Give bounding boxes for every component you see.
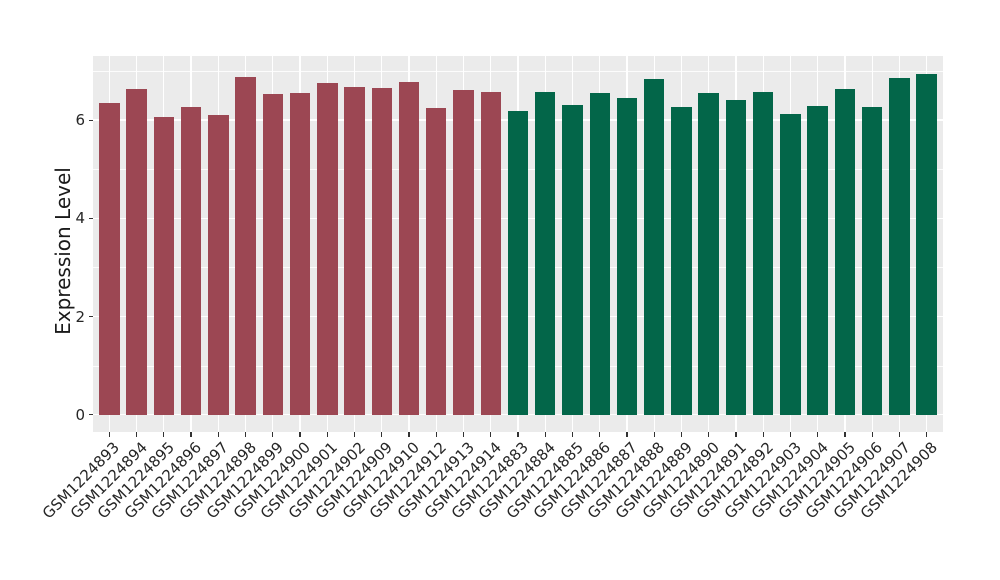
x-tick-label: GSM1224901 — [257, 438, 342, 523]
x-tick-mark — [708, 432, 710, 437]
x-tick-label: GSM1224902 — [284, 438, 369, 523]
x-tick-label: GSM1224913 — [393, 438, 478, 523]
x-tick-mark — [163, 432, 165, 437]
x-tick-mark — [762, 432, 764, 437]
x-tick-label: GSM1224885 — [502, 438, 587, 523]
bar-GSM1224888 — [644, 79, 665, 415]
x-tick-label: GSM1224903 — [720, 438, 805, 523]
x-tick-label: GSM1224906 — [802, 438, 887, 523]
x-tick-label: GSM1224908 — [856, 438, 941, 523]
x-tick-mark — [735, 432, 737, 437]
x-tick-label: GSM1224889 — [611, 438, 696, 523]
x-tick-mark — [653, 432, 655, 437]
bar-GSM1224899 — [262, 94, 283, 415]
x-tick-mark — [381, 432, 383, 437]
x-tick-label: GSM1224898 — [175, 438, 260, 523]
x-tick-mark — [190, 432, 192, 437]
x-tick-label: GSM1224910 — [338, 438, 424, 523]
bar-GSM1224914 — [480, 92, 501, 415]
y-tick-label: 0 — [75, 405, 85, 424]
bar-GSM1224891 — [725, 99, 747, 415]
bar-GSM1224913 — [453, 89, 474, 415]
plot-panel — [93, 56, 943, 432]
bar-GSM1224902 — [344, 86, 365, 415]
x-tick-mark — [353, 432, 356, 437]
x-tick-mark — [462, 432, 465, 437]
x-tick-label: GSM1224895 — [93, 438, 178, 523]
bar-GSM1224889 — [671, 107, 692, 415]
bar-GSM1224890 — [698, 92, 719, 415]
bar-GSM1224898 — [235, 76, 256, 415]
bar-GSM1224893 — [99, 103, 120, 415]
bar-GSM1224883 — [507, 111, 529, 415]
x-tick-mark — [871, 432, 873, 437]
x-tick-label: GSM1224893 — [39, 438, 124, 523]
x-tick-mark — [680, 432, 683, 437]
bar-GSM1224894 — [126, 89, 147, 415]
x-tick-mark — [844, 432, 846, 437]
x-tick-label: GSM1224884 — [475, 438, 560, 523]
bar-GSM1224900 — [289, 93, 311, 415]
x-tick-mark — [299, 432, 301, 437]
bar-GSM1224912 — [426, 107, 447, 415]
x-tick-mark — [789, 432, 792, 437]
x-tick-label: GSM1224886 — [529, 438, 614, 523]
x-tick-label: GSM1224883 — [447, 438, 533, 523]
y-tick-label: 6 — [75, 111, 85, 130]
x-tick-mark — [599, 432, 601, 437]
x-tick-label: GSM1224894 — [66, 438, 151, 523]
bar-GSM1224884 — [535, 92, 556, 415]
x-tick-mark — [571, 432, 574, 437]
bar-GSM1224907 — [889, 78, 910, 415]
x-tick-label: GSM1224887 — [556, 438, 642, 523]
x-tick-mark — [490, 432, 492, 437]
x-tick-label: GSM1224912 — [366, 438, 451, 523]
x-tick-mark — [217, 432, 219, 437]
bar-GSM1224886 — [589, 93, 610, 415]
x-tick-mark — [517, 432, 519, 437]
x-tick-label: GSM1224899 — [202, 438, 287, 523]
x-tick-label: GSM1224907 — [829, 438, 914, 523]
x-tick-mark — [898, 432, 900, 437]
x-tick-mark — [244, 432, 247, 437]
bar-GSM1224908 — [916, 73, 937, 415]
x-tick-label: GSM1224905 — [774, 438, 859, 523]
x-tick-mark — [435, 432, 437, 437]
bar-GSM1224906 — [861, 107, 883, 415]
bar-GSM1224895 — [153, 117, 175, 415]
x-tick-label: GSM1224888 — [584, 438, 669, 523]
x-tick-label: GSM1224900 — [230, 438, 315, 523]
bar-GSM1224885 — [562, 104, 583, 415]
x-tick-label: GSM1224890 — [638, 438, 723, 523]
x-tick-mark — [108, 432, 110, 437]
x-tick-mark — [326, 432, 328, 437]
x-tick-label: GSM1224892 — [693, 438, 778, 523]
bar-GSM1224910 — [398, 81, 420, 415]
x-tick-label: GSM1224914 — [420, 438, 505, 523]
bar-GSM1224903 — [780, 114, 801, 415]
x-tick-mark — [408, 432, 410, 437]
y-axis-title: Expression Level — [51, 167, 75, 335]
bar-GSM1224904 — [807, 105, 828, 415]
bar-GSM1224892 — [752, 91, 774, 415]
x-tick-mark — [544, 432, 546, 437]
x-tick-mark — [135, 432, 138, 437]
x-tick-mark — [926, 432, 928, 437]
bar-GSM1224897 — [208, 115, 229, 415]
bar-GSM1224887 — [616, 97, 638, 415]
bar-GSM1224896 — [180, 106, 202, 415]
gridline-major — [93, 414, 943, 416]
bar-GSM1224909 — [371, 87, 392, 415]
x-tick-mark — [626, 432, 628, 437]
x-tick-label: GSM1224891 — [665, 438, 750, 523]
x-tick-label: GSM1224896 — [121, 438, 206, 523]
x-tick-mark — [272, 432, 274, 437]
x-tick-label: GSM1224909 — [311, 438, 396, 523]
x-tick-label: GSM1224904 — [747, 438, 832, 523]
bar-GSM1224905 — [834, 89, 856, 415]
x-tick-mark — [817, 432, 819, 437]
x-tick-label: GSM1224897 — [148, 438, 233, 523]
bar-GSM1224901 — [317, 83, 338, 415]
